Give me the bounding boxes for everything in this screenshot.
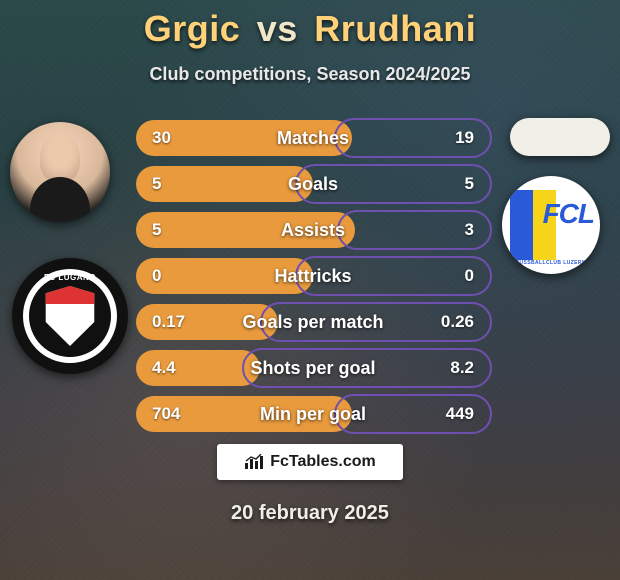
stat-label: Shots per goal	[136, 358, 490, 379]
stat-bar: 5Assists3	[136, 212, 490, 248]
brand-text: FcTables.com	[270, 453, 376, 471]
vs-label: vs	[257, 8, 298, 49]
stat-value-right: 449	[446, 404, 474, 424]
brand-chart-icon	[244, 454, 264, 470]
lugano-shield-icon	[43, 286, 97, 346]
stat-label: Assists	[136, 220, 490, 241]
stats-bars: 30Matches195Goals55Assists30Hattricks00.…	[136, 120, 490, 442]
stat-value-right: 5	[465, 174, 474, 194]
stat-label: Min per goal	[136, 404, 490, 425]
stat-bar: 0.17Goals per match0.26	[136, 304, 490, 340]
player1-avatar	[10, 122, 110, 222]
stat-label: Matches	[136, 128, 490, 149]
luzern-subtext: FUSSBALLCLUB LUZERN	[502, 260, 600, 266]
stat-value-right: 8.2	[450, 358, 474, 378]
subtitle: Club competitions, Season 2024/2025	[0, 64, 620, 85]
player1-club-badge: FC LUGANO	[12, 258, 128, 374]
stat-value-right: 3	[465, 220, 474, 240]
stat-value-right: 0.26	[441, 312, 474, 332]
player1-name: Grgic	[144, 8, 241, 49]
content: Grgic vs Rrudhani Club competitions, Sea…	[0, 0, 620, 580]
stat-bar: 704Min per goal449	[136, 396, 490, 432]
page-title: Grgic vs Rrudhani	[0, 0, 620, 50]
lugano-label: FC LUGANO	[44, 273, 96, 282]
stat-bar: 30Matches19	[136, 120, 490, 156]
brand-link[interactable]: FcTables.com	[217, 444, 403, 480]
comparison-card: Grgic vs Rrudhani Club competitions, Sea…	[0, 0, 620, 580]
stat-value-right: 19	[455, 128, 474, 148]
lugano-badge-ring: FC LUGANO	[23, 269, 117, 363]
comparison-date: 20 february 2025	[0, 502, 620, 525]
stat-bar: 0Hattricks0	[136, 258, 490, 294]
player2-name: Rrudhani	[314, 8, 476, 49]
player2-club-badge: FCL FUSSBALLCLUB LUZERN	[502, 176, 600, 274]
stat-label: Goals	[136, 174, 490, 195]
stat-bar: 5Goals5	[136, 166, 490, 202]
stat-label: Hattricks	[136, 266, 490, 287]
luzern-text: FCL	[543, 198, 594, 230]
stat-value-right: 0	[465, 266, 474, 286]
stat-bar: 4.4Shots per goal8.2	[136, 350, 490, 386]
player2-avatar	[510, 118, 610, 156]
stat-label: Goals per match	[136, 312, 490, 333]
